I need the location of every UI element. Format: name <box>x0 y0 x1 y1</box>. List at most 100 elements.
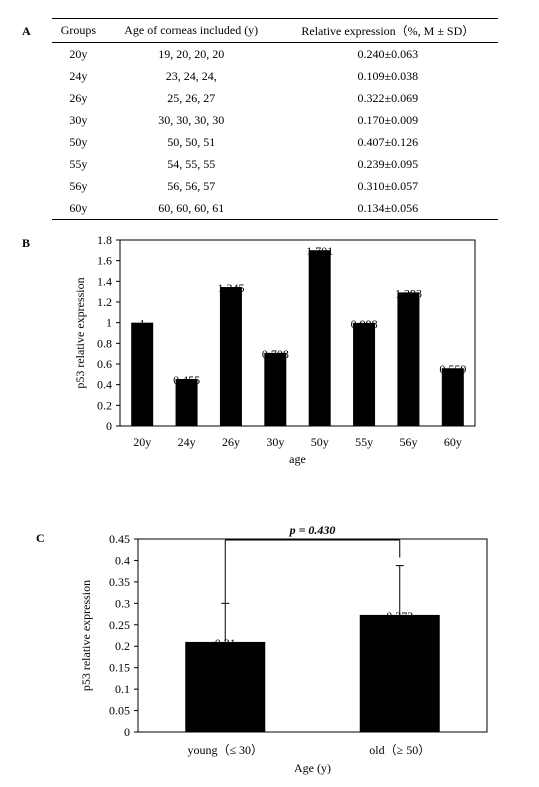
table-row: 56y 56, 56, 57 0.310±0.057 <box>52 175 498 197</box>
y-tick-label: 1.4 <box>97 274 112 288</box>
y-tick-label: 0.45 <box>109 532 130 546</box>
ages-cell: 54, 55, 55 <box>167 156 216 171</box>
y-tick-label: 0.8 <box>97 336 112 350</box>
column-header-groups: Groups <box>52 18 105 43</box>
y-tick-label: 0.3 <box>115 596 130 610</box>
y-tick-label: 0.6 <box>97 357 112 371</box>
y-tick-label: 1 <box>106 316 112 330</box>
y-tick-label: 0.4 <box>115 553 130 567</box>
group-cell: 56y <box>69 178 88 193</box>
ages-cell: 50, 50, 51 <box>167 134 216 149</box>
y-tick-label: 1.8 <box>97 233 112 247</box>
x-category-label: 60y <box>444 435 462 449</box>
y-tick-label: 0.35 <box>109 575 130 589</box>
table-row: 26y 25, 26, 27 0.322±0.069 <box>52 87 498 109</box>
x-category-label: 26y <box>222 435 240 449</box>
x-category-label: 30y <box>266 435 284 449</box>
ages-cell: 23, 24, 24, <box>165 68 217 83</box>
x-category-label: young（≤ 30） <box>187 743 263 757</box>
y-tick-label: 0 <box>106 419 112 433</box>
bar <box>264 352 287 426</box>
plot-frame <box>119 239 476 427</box>
bar <box>441 368 464 426</box>
column-header-ages: Age of corneas included (y) <box>104 18 278 43</box>
table-row: 24y 23, 24, 24, 0.109±0.038 <box>52 65 498 87</box>
ages-cell: 56, 56, 57 <box>167 178 216 193</box>
x-category-label: 24y <box>178 435 196 449</box>
x-axis-title: Age (y) <box>294 761 331 775</box>
bar <box>353 322 376 426</box>
x-category-label: old（≥ 50） <box>369 743 430 757</box>
expression-cell: 0.134±0.056 <box>277 197 498 220</box>
data-label: 1.293 <box>395 286 422 300</box>
panel-label-b: B <box>22 236 31 250</box>
column-header-expression: Relative expression（%, M ± SD） <box>277 18 498 43</box>
bar <box>219 287 242 426</box>
group-cell: 20y <box>69 46 88 61</box>
group-cell: 30y <box>69 112 88 127</box>
data-label: 1.345 <box>217 281 244 295</box>
x-category-label: 20y <box>133 435 151 449</box>
panel-label-a: A <box>22 24 31 38</box>
table-row: 55y 54, 55, 55 0.239±0.095 <box>52 153 498 175</box>
expression-cell: 0.407±0.126 <box>357 134 419 149</box>
y-tick-label: 0.2 <box>115 639 130 653</box>
bar <box>185 641 266 732</box>
y-tick-label: 0 <box>124 725 130 739</box>
expression-cell: 0.239±0.095 <box>357 156 419 171</box>
bar <box>359 614 440 732</box>
plot-frame <box>137 538 488 733</box>
table-header-row: Groups Age of corneas included (y) Relat… <box>52 18 498 43</box>
ages-cell: 25, 26, 27 <box>167 90 216 105</box>
y-tick-label: 1.6 <box>97 254 112 268</box>
group-cell: 50y <box>69 134 88 149</box>
table-row: 20y 19, 20, 20, 20 0.240±0.063 <box>52 43 498 66</box>
group-cell: 24y <box>69 68 88 83</box>
bar <box>397 292 420 426</box>
data-label: 0.708 <box>262 347 289 361</box>
table-row: 30y 30, 30, 30, 30 0.170±0.009 <box>52 109 498 131</box>
y-tick-label: 0.15 <box>109 661 130 675</box>
group-cell: 55y <box>69 156 88 171</box>
data-label: 1 <box>139 317 145 331</box>
bar <box>131 322 154 426</box>
data-label: 0.21 <box>215 636 236 650</box>
y-axis-title: p53 relative expression <box>79 580 93 691</box>
y-tick-label: 0.4 <box>97 378 112 392</box>
y-tick-label: 0.1 <box>115 682 130 696</box>
expression-cell: 0.240±0.063 <box>357 46 419 61</box>
ages-cell: 60, 60, 60, 61 <box>104 197 278 220</box>
data-label: 0.559 <box>439 362 466 376</box>
table-body: 20y 19, 20, 20, 20 0.240±0.063 24y 23, 24, 2… <box>52 43 498 220</box>
ages-cell: 19, 20, 20, 20 <box>158 46 225 61</box>
expression-cell: 0.170±0.009 <box>357 112 419 127</box>
y-tick-label: 0.25 <box>109 618 130 632</box>
group-cell: 60y <box>52 197 105 220</box>
panel-label-c: C <box>36 531 45 545</box>
ages-cell: 30, 30, 30, 30 <box>158 112 225 127</box>
y-tick-label: 0.2 <box>97 398 112 412</box>
expression-cell: 0.109±0.038 <box>357 68 419 83</box>
x-category-label: 50y <box>311 435 329 449</box>
group-cell: 26y <box>69 90 88 105</box>
data-label: 0.455 <box>173 373 200 387</box>
p-value-annotation: p = 0.430 <box>289 523 336 537</box>
bar <box>308 250 331 426</box>
expression-cell: 0.322±0.069 <box>357 90 419 105</box>
y-axis-title: p53 relative expression <box>73 277 87 388</box>
x-category-label: 56y <box>399 435 417 449</box>
data-label: 0.273 <box>386 609 413 623</box>
bar <box>175 378 198 426</box>
y-tick-label: 0.05 <box>109 704 130 718</box>
table-row: 60y 60, 60, 60, 61 0.134±0.056 <box>52 197 498 220</box>
expression-cell: 0.310±0.057 <box>357 178 419 193</box>
data-label: 0.998 <box>351 317 378 331</box>
y-tick-label: 1.2 <box>97 295 112 309</box>
table-row: 50y 50, 50, 51 0.407±0.126 <box>52 131 498 153</box>
x-category-label: 55y <box>355 435 373 449</box>
x-axis-title: age <box>289 452 306 466</box>
data-label: 1.701 <box>306 244 333 258</box>
expression-table: Groups Age of corneas included (y) Relat… <box>52 18 498 220</box>
